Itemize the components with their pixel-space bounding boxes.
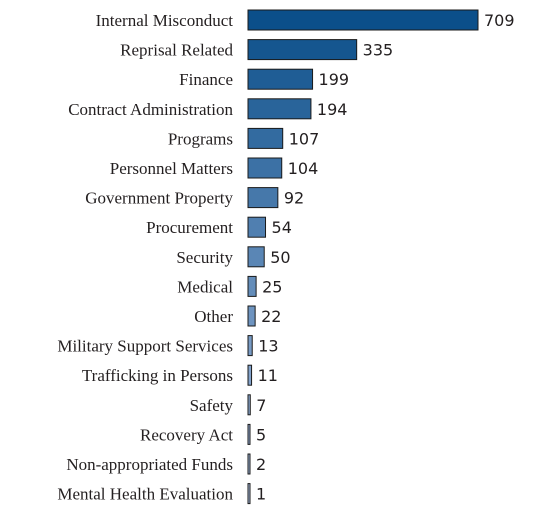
bar <box>247 275 257 297</box>
category-label: Medical <box>177 277 233 296</box>
value-label: 107 <box>289 129 320 148</box>
value-label: 194 <box>317 100 348 119</box>
value-label: 92 <box>284 189 304 208</box>
category-label: Finance <box>179 70 233 89</box>
value-label: 709 <box>484 11 515 30</box>
category-label: Procurement <box>146 218 233 237</box>
category-label: Military Support Services <box>57 337 233 356</box>
category-label: Safety <box>190 396 234 415</box>
category-label: Internal Misconduct <box>96 11 234 30</box>
bar <box>247 39 358 61</box>
bar <box>247 364 253 386</box>
bar <box>247 305 256 327</box>
bar <box>247 453 251 475</box>
value-label: 104 <box>288 159 319 178</box>
category-label: Security <box>176 248 233 267</box>
value-label: 50 <box>270 248 290 267</box>
value-label: 2 <box>256 455 266 474</box>
category-label: Government Property <box>85 189 233 208</box>
bar <box>247 394 251 416</box>
bar <box>247 335 253 357</box>
value-label: 22 <box>261 307 281 326</box>
bar <box>247 68 314 90</box>
category-label: Mental Health Evaluation <box>57 485 233 504</box>
category-label: Trafficking in Persons <box>82 366 233 385</box>
value-label: 335 <box>363 41 394 60</box>
category-label: Non-appropriated Funds <box>66 455 233 474</box>
value-label: 54 <box>272 218 292 237</box>
bar <box>247 246 265 268</box>
bar <box>247 483 251 505</box>
value-label: 7 <box>256 396 266 415</box>
category-label: Reprisal Related <box>120 41 233 60</box>
value-label: 1 <box>256 485 266 504</box>
value-label: 25 <box>262 277 282 296</box>
bar <box>247 98 312 120</box>
bar <box>247 187 279 209</box>
category-label: Contract Administration <box>68 100 233 119</box>
bar <box>247 127 284 149</box>
category-label: Personnel Matters <box>110 159 233 178</box>
value-label: 199 <box>319 70 350 89</box>
bar <box>247 423 251 445</box>
category-label: Programs <box>168 129 233 148</box>
value-label: 5 <box>256 425 266 444</box>
category-label: Other <box>194 307 233 326</box>
value-label: 13 <box>258 337 278 356</box>
bar <box>247 9 479 31</box>
bar <box>247 157 283 179</box>
bar <box>247 216 267 238</box>
category-label: Recovery Act <box>140 425 233 444</box>
value-label: 11 <box>258 366 278 385</box>
